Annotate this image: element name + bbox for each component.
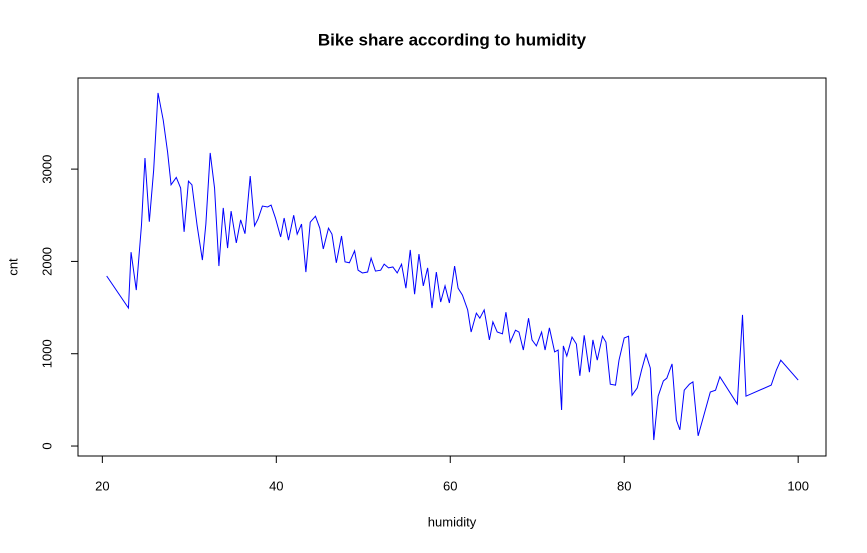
- y-axis-label: cnt: [5, 258, 20, 276]
- chart-title: Bike share according to humidity: [318, 30, 587, 49]
- x-tick-label: 20: [95, 478, 109, 493]
- y-tick-label: 3000: [39, 155, 54, 184]
- y-tick-label: 0: [39, 442, 54, 449]
- y-tick-label: 1000: [39, 339, 54, 368]
- x-tick-label: 100: [787, 478, 809, 493]
- x-tick-label: 80: [617, 478, 631, 493]
- data-line: [106, 92, 799, 441]
- y-tick-label: 2000: [39, 247, 54, 276]
- x-tick-label: 40: [269, 478, 283, 493]
- x-tick-label: 60: [443, 478, 457, 493]
- x-axis-label: humidity: [428, 514, 477, 529]
